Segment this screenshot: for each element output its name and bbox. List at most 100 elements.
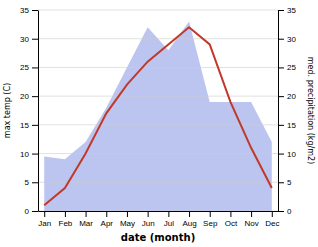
y-tick: 15: [20, 121, 38, 130]
tick-label: Oct: [225, 219, 238, 228]
tick-mark: [278, 211, 284, 212]
grid-line: [38, 10, 278, 11]
tick-label: Nov: [244, 219, 258, 228]
tick-label: Jun: [142, 219, 155, 228]
grid-line: [38, 67, 278, 68]
tick-label: 25: [287, 63, 296, 72]
tick-mark: [278, 182, 284, 183]
y-tick: 10: [20, 150, 38, 159]
grid-line: [38, 96, 278, 97]
y2-tick: 20: [278, 92, 296, 101]
tick-label: Feb: [58, 219, 72, 228]
y2-axis: 0 5 10 15 20 25 30 35: [278, 6, 296, 216]
tick-mark: [32, 154, 38, 155]
grid-line: [38, 211, 278, 212]
y-axis: 0 5 10 15 20 25 30 35: [20, 6, 38, 216]
x-tick: Aug: [182, 211, 196, 228]
x-tick: Nov: [244, 211, 258, 228]
tick-label: Jan: [38, 219, 51, 228]
x-tick: Feb: [58, 211, 72, 228]
tick-label: 35: [20, 6, 29, 15]
tick-mark: [32, 67, 38, 68]
tick-label: Jul: [164, 219, 174, 228]
tick-mark: [230, 211, 231, 217]
marks: [44, 27, 272, 205]
y2-tick: 35: [278, 6, 296, 15]
tick-label: 0: [287, 207, 292, 216]
tick-mark: [148, 211, 149, 217]
x-tick: Jan: [38, 211, 51, 228]
tick-mark: [189, 211, 190, 217]
axis-line: [39, 211, 279, 212]
tick-label: 10: [20, 150, 29, 159]
y-tick: 20: [20, 92, 38, 101]
tick-mark: [278, 67, 284, 68]
x-tick: Mar: [79, 211, 93, 228]
tick-label: 30: [20, 35, 29, 44]
y2-tick: 30: [278, 35, 296, 44]
x-tick: May: [120, 211, 135, 228]
y2-tick: 0: [278, 207, 292, 216]
x-tick: Jul: [164, 211, 174, 228]
y-tick: 35: [20, 6, 38, 15]
tick-mark: [278, 96, 284, 97]
tick-mark: [272, 211, 273, 217]
y2-tick: 5: [278, 178, 292, 187]
tick-mark: [32, 39, 38, 40]
y2-tick: 25: [278, 63, 296, 72]
tick-label: 20: [20, 92, 29, 101]
tick-mark: [32, 10, 38, 11]
tick-label: 30: [287, 35, 296, 44]
y2-tick: 10: [278, 150, 296, 159]
x-axis-title: date (month): [121, 232, 195, 243]
y-tick: 25: [20, 63, 38, 72]
tick-mark: [278, 10, 284, 11]
tick-mark: [251, 211, 252, 217]
grid-line: [38, 38, 278, 39]
tick-label: Apr: [101, 219, 114, 228]
tick-mark: [210, 211, 211, 217]
x-tick: Oct: [225, 211, 238, 228]
tick-mark: [278, 125, 284, 126]
tick-mark: [32, 125, 38, 126]
tick-label: 15: [287, 121, 296, 130]
tick-mark: [65, 211, 66, 217]
x-tick: Sep: [203, 211, 218, 228]
x-tick: Jun: [142, 211, 155, 228]
tick-label: 10: [287, 150, 296, 159]
tick-mark: [106, 211, 107, 217]
y-tick: 5: [25, 178, 38, 187]
tick-mark: [32, 211, 38, 212]
x-axis: Jan Feb Mar Apr May Jun Jul Aug Sep Oct Nov Dec: [38, 211, 279, 228]
temp-line: [44, 27, 272, 205]
x-tick: Dec: [265, 211, 279, 228]
chart: Jan Feb Mar Apr May Jun Jul Aug Sep Oct Nov Dec 0 5 10…: [0, 0, 318, 247]
plot: Jan Feb Mar Apr May Jun Jul Aug Sep Oct Nov Dec 0 5 10…: [3, 6, 315, 243]
axis-line: [38, 11, 39, 212]
tick-mark: [32, 96, 38, 97]
tick-mark: [44, 211, 45, 217]
tick-label: Dec: [265, 219, 279, 228]
tick-label: Sep: [203, 219, 218, 228]
tick-label: 5: [287, 178, 292, 187]
tick-label: 35: [287, 6, 296, 15]
grid-line: [38, 182, 278, 183]
y2-axis-title: med. precipitation (kg/m2): [306, 57, 315, 164]
tick-mark: [278, 39, 284, 40]
y2-tick: 15: [278, 121, 296, 130]
tick-mark: [168, 211, 169, 217]
tick-label: 20: [287, 92, 296, 101]
grid-line: [38, 153, 278, 154]
tick-label: Mar: [79, 219, 93, 228]
grid: [38, 10, 278, 211]
y-tick: 0: [25, 207, 38, 216]
tick-mark: [278, 154, 284, 155]
tick-label: May: [120, 219, 135, 228]
tick-mark: [86, 211, 87, 217]
tick-label: Aug: [182, 219, 196, 228]
tick-mark: [127, 211, 128, 217]
tick-label: 0: [25, 207, 30, 216]
tick-label: 5: [25, 178, 30, 187]
axis-line: [278, 11, 279, 212]
y-tick: 30: [20, 35, 38, 44]
